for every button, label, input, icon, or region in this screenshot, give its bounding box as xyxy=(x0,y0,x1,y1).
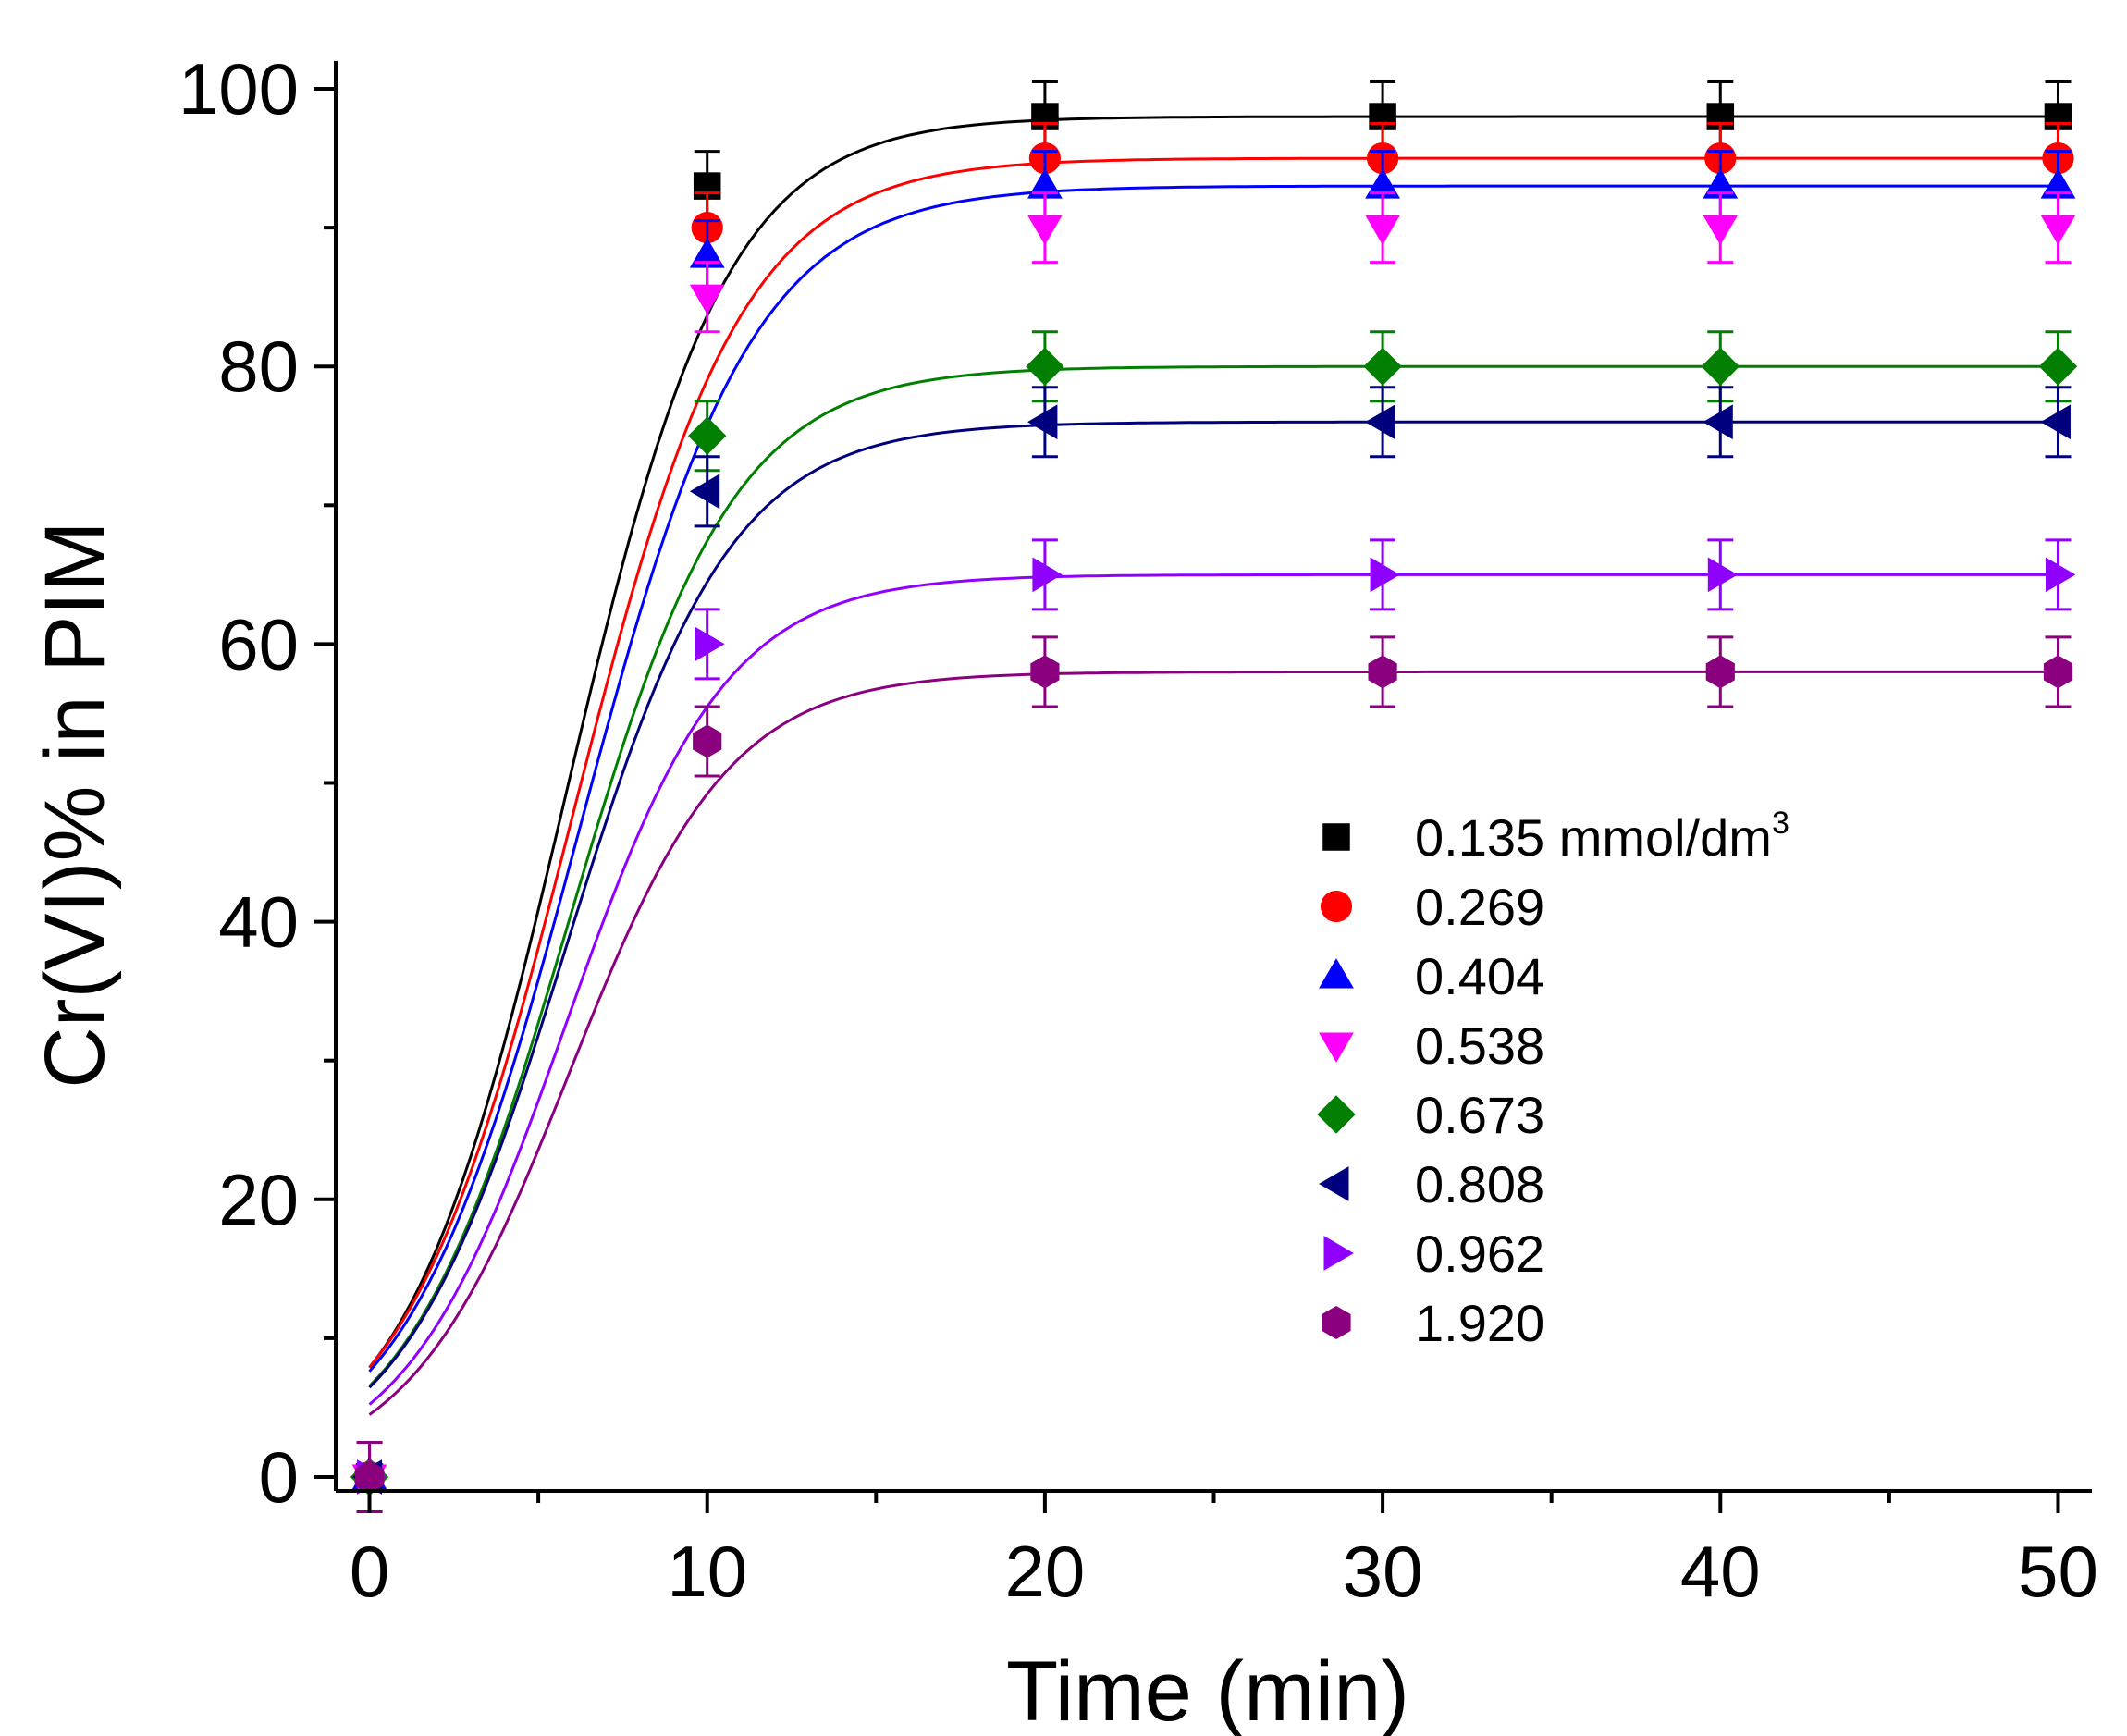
data-point xyxy=(689,238,725,268)
fit-curve-0.135 xyxy=(368,115,2059,1369)
legend-label: 0.808 xyxy=(1415,1155,1544,1213)
legend-marker xyxy=(1319,958,1354,989)
legend: 0.135 mmol/dm3 0.269 0.404 0.538 0.673 0.808 0… xyxy=(1317,806,1789,1352)
series-0.538 xyxy=(351,191,2076,1514)
data-point xyxy=(1365,168,1400,199)
data-point xyxy=(1365,215,1400,246)
legend-item: 0.538 xyxy=(1319,1016,1544,1075)
data-point xyxy=(688,416,727,455)
data-point xyxy=(1363,347,1402,386)
series-0.962 xyxy=(356,538,2076,1514)
axes: 0 10 20 30 40 50 0 20 40 60 80 100 xyxy=(178,48,2098,1612)
series-0.673 xyxy=(350,330,2078,1514)
x-tick-label: 0 xyxy=(350,1531,389,1612)
legend-item: 0.269 xyxy=(1320,878,1544,936)
fit-curve-0.673 xyxy=(368,364,2059,1387)
legend-item: 0.673 xyxy=(1317,1086,1544,1144)
x-tick-label: 50 xyxy=(2018,1531,2098,1612)
legend-marker xyxy=(1323,1236,1354,1271)
legend-marker xyxy=(1322,1306,1351,1339)
data-point xyxy=(2045,557,2076,593)
data-point xyxy=(2040,404,2071,440)
y-tick-label: 60 xyxy=(218,603,299,684)
data-point xyxy=(1032,557,1063,593)
legend-label: 1.920 xyxy=(1415,1294,1544,1352)
data-point xyxy=(1703,168,1739,199)
y-tick-label: 100 xyxy=(178,48,299,129)
data-point xyxy=(1701,347,1740,386)
legend-item: 1.920 xyxy=(1322,1294,1544,1352)
legend-label: 0.962 xyxy=(1415,1225,1544,1283)
data-point xyxy=(1368,655,1397,689)
legend-item: 0.808 xyxy=(1319,1155,1544,1213)
y-tick-label: 80 xyxy=(218,326,299,407)
data-point xyxy=(1030,655,1060,689)
legend-marker xyxy=(1322,823,1350,851)
series-1.920 xyxy=(354,635,2073,1514)
y-tick-label: 20 xyxy=(218,1159,299,1240)
legend-item: 0.962 xyxy=(1323,1225,1544,1283)
x-tick-label: 40 xyxy=(1680,1531,1761,1612)
data-point xyxy=(2038,347,2078,386)
fit-curve-0.962 xyxy=(368,573,2059,1406)
data-point xyxy=(2040,168,2076,199)
legend-unit-superscript: 3 xyxy=(1772,806,1789,841)
data-point xyxy=(1027,168,1063,199)
legend-label: 0.673 xyxy=(1415,1086,1544,1144)
data-point xyxy=(1703,215,1739,246)
x-tick-label: 20 xyxy=(1005,1531,1086,1612)
data-point xyxy=(1703,404,1733,440)
data-point xyxy=(1705,655,1735,689)
legend-unit: mmol/dm xyxy=(1544,808,1772,867)
x-tick-label: 30 xyxy=(1343,1531,1423,1612)
data-point xyxy=(2043,655,2073,689)
data-point xyxy=(1370,557,1400,593)
y-axis-title: Cr(VI)% in PIM xyxy=(28,521,122,1088)
legend-label: 0.269 xyxy=(1415,878,1544,936)
data-point xyxy=(695,626,725,662)
data-point xyxy=(689,474,720,510)
data-point xyxy=(1707,557,1739,593)
fit-curve-0.269 xyxy=(368,156,2059,1369)
x-axis-title: Time (min) xyxy=(1006,1644,1409,1736)
fit-curve-0.808 xyxy=(368,420,2059,1389)
y-tick-label: 40 xyxy=(218,881,299,963)
series-0.404 xyxy=(351,150,2076,1514)
y-tick-label: 0 xyxy=(259,1436,299,1518)
data-point xyxy=(1026,347,1064,386)
data-point xyxy=(693,724,722,758)
fit-curve-1.920 xyxy=(368,670,2059,1416)
legend-label: 0.135 mmol/dm3 xyxy=(1415,806,1789,867)
legend-marker xyxy=(1319,1166,1349,1201)
legend-marker xyxy=(1320,890,1353,923)
legend-marker xyxy=(1319,1032,1354,1063)
data-points xyxy=(350,80,2078,1514)
legend-label: 0.404 xyxy=(1415,947,1544,1005)
data-point xyxy=(1027,215,1063,246)
x-tick-label: 10 xyxy=(667,1531,747,1612)
legend-label: 0.538 xyxy=(1415,1016,1544,1075)
series-0.808 xyxy=(351,386,2072,1514)
data-point xyxy=(1365,404,1395,440)
legend-item: 0.404 xyxy=(1319,947,1544,1005)
fit-curve-0.404 xyxy=(368,184,2059,1373)
series-0.269 xyxy=(353,122,2074,1514)
data-point xyxy=(1027,404,1058,440)
data-point xyxy=(2040,215,2076,246)
fit-curves xyxy=(368,115,2059,1416)
data-point xyxy=(354,1459,385,1494)
legend-item: 0.135 mmol/dm3 xyxy=(1322,806,1789,867)
legend-marker xyxy=(1317,1095,1356,1134)
data-point xyxy=(689,284,725,315)
